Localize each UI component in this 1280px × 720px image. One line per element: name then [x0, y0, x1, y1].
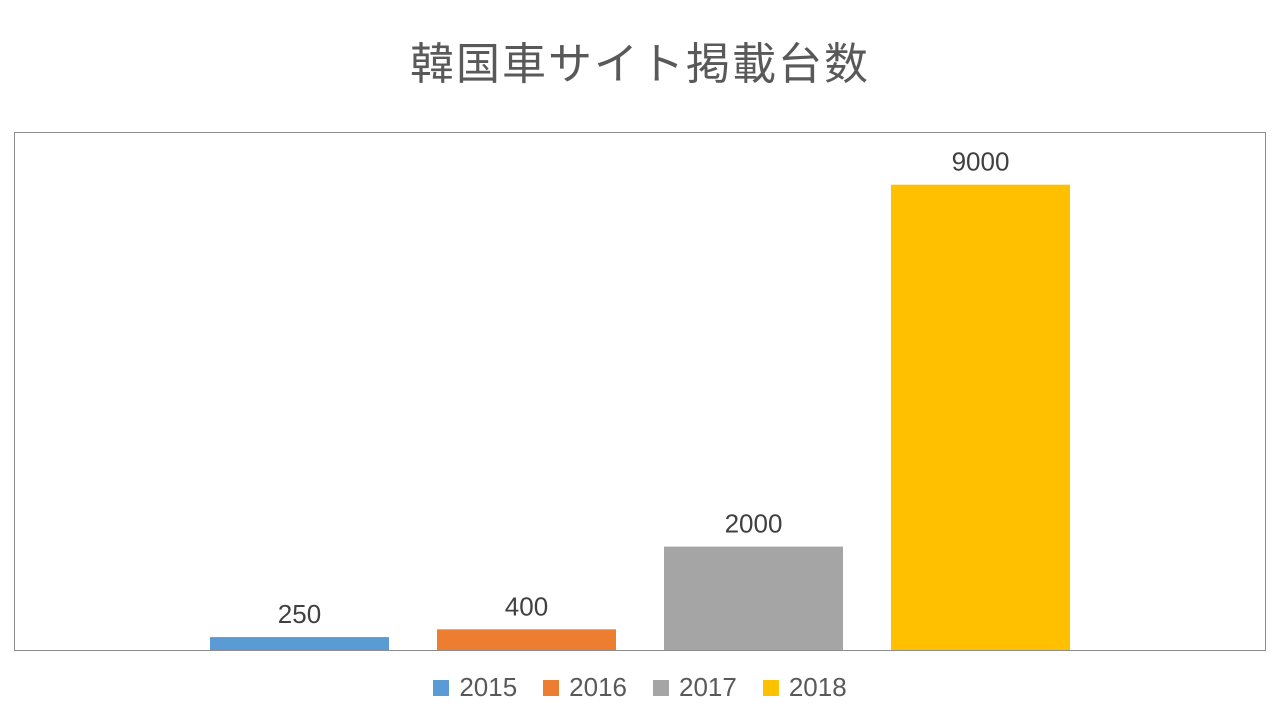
data-label-2017: 2000 [725, 509, 783, 539]
data-label-2018: 9000 [952, 147, 1010, 177]
bar-2018 [891, 184, 1070, 650]
legend-swatch-2018 [762, 679, 779, 696]
legend-label-2015: 2015 [459, 672, 518, 702]
bar-2017 [664, 546, 843, 650]
legend-swatch-2015 [433, 679, 450, 696]
legend-label-2016: 2016 [569, 672, 627, 702]
legend-label-2017: 2017 [679, 672, 737, 702]
legend-item-2015: 2015 [433, 672, 517, 703]
legend-item-2017: 2017 [653, 672, 737, 703]
data-label-2016: 400 [505, 591, 548, 621]
bar-2015 [210, 637, 389, 650]
legend-item-2016: 2016 [543, 672, 627, 703]
data-label-2015: 250 [278, 599, 321, 629]
legend: 2015 2016 2017 2018 [0, 672, 1280, 703]
data-labels-layer: 250 400 2000 9000 [278, 147, 1010, 629]
bar-2016 [437, 629, 616, 650]
legend-item-2018: 2018 [762, 672, 847, 703]
legend-swatch-2016 [543, 679, 560, 696]
plot-area-border [14, 132, 1266, 651]
bars-layer [210, 184, 1070, 650]
chart-title: 韓国車サイト掲載台数 [410, 39, 870, 90]
legend-label-2018: 2018 [788, 672, 847, 702]
legend-swatch-2017 [653, 679, 669, 696]
